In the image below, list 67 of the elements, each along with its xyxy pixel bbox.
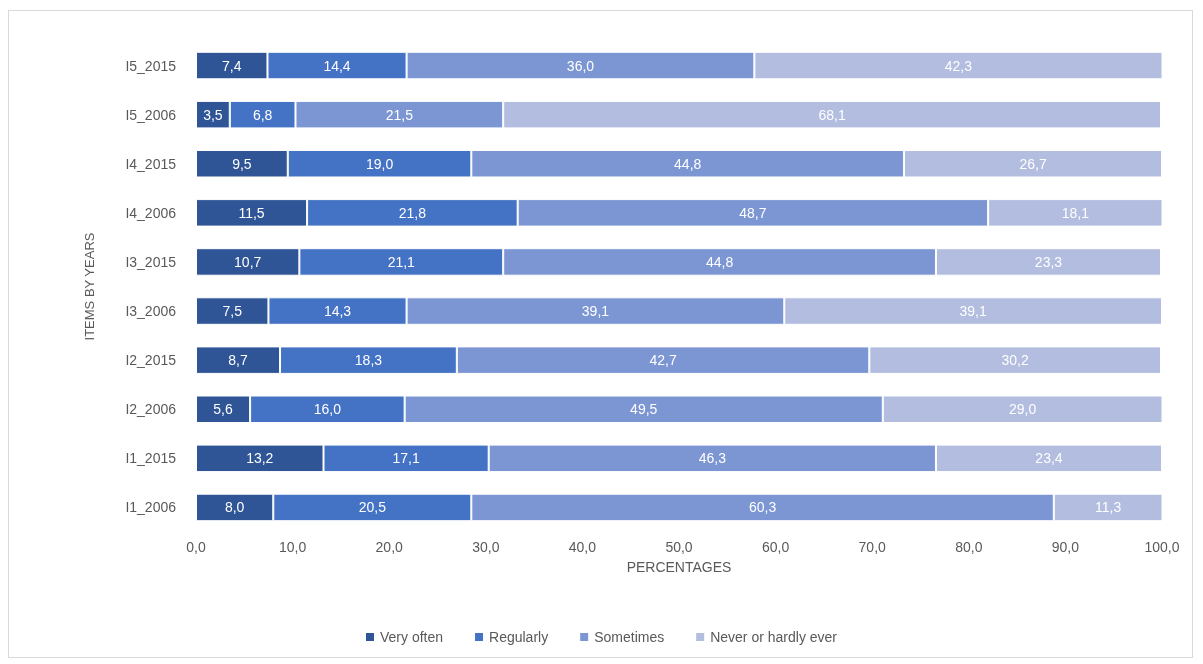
data-label: 7,4 <box>222 57 242 74</box>
data-label: 21,5 <box>385 106 414 123</box>
data-label: 39,1 <box>959 303 987 320</box>
data-label: 23,4 <box>1035 450 1063 467</box>
data-label: 18,1 <box>1061 204 1090 221</box>
x-tick-label: 20,0 <box>375 539 404 555</box>
x-tick-label: 70,0 <box>858 539 887 555</box>
legend-label: Sometimes <box>594 629 665 645</box>
legend-label: Never or hardly ever <box>710 629 838 645</box>
data-label: 68,1 <box>818 106 846 123</box>
data-label: 26,7 <box>1019 155 1047 172</box>
data-label: 46,3 <box>698 450 727 467</box>
data-label: 7,5 <box>222 303 243 320</box>
data-label: 20,5 <box>358 499 387 516</box>
data-label: 23,3 <box>1034 253 1063 270</box>
data-label: 19,0 <box>365 155 394 172</box>
y-tick-label: I1_2015 <box>125 450 177 467</box>
data-label: 8,7 <box>228 352 248 369</box>
data-label: 49,5 <box>630 401 658 418</box>
x-tick-label: 90,0 <box>1051 539 1080 555</box>
data-label: 36,0 <box>566 57 595 74</box>
y-tick-label: I3_2006 <box>125 303 177 320</box>
x-tick-label: 40,0 <box>568 539 597 555</box>
data-label: 18,3 <box>354 352 383 369</box>
y-tick-label: I4_2006 <box>125 204 177 221</box>
data-label: 44,8 <box>705 253 734 270</box>
data-label: 48,7 <box>739 204 767 221</box>
y-tick-label: I4_2015 <box>125 155 177 172</box>
y-tick-label: I2_2015 <box>125 352 177 369</box>
x-tick-label: 80,0 <box>955 539 983 555</box>
data-label: 14,4 <box>323 57 351 74</box>
data-label: 11,5 <box>238 204 265 221</box>
data-label: 5,6 <box>213 401 233 418</box>
x-tick-label: 100,0 <box>1144 539 1180 555</box>
data-label: 3,5 <box>203 106 223 123</box>
data-label: 21,8 <box>398 204 427 221</box>
x-tick-label: 60,0 <box>761 539 790 555</box>
data-label: 13,2 <box>246 450 274 467</box>
x-tick-label: 0,0 <box>186 539 206 555</box>
y-axis-title: ITEMS BY YEARS <box>82 232 97 341</box>
legend-label: Regularly <box>489 629 549 645</box>
data-label: 39,1 <box>581 303 610 320</box>
y-tick-label: I5_2006 <box>125 106 177 123</box>
data-label: 29,0 <box>1009 401 1037 418</box>
data-label: 42,3 <box>944 57 973 74</box>
data-label: 10,7 <box>234 253 262 270</box>
x-axis-title: PERCENTAGES <box>626 559 732 575</box>
data-label: 30,2 <box>1001 352 1029 369</box>
data-label: 6,8 <box>252 106 273 123</box>
data-label: 11,3 <box>1095 499 1122 516</box>
data-label: 9,5 <box>232 155 252 172</box>
data-label: 16,0 <box>313 401 342 418</box>
data-label: 60,3 <box>748 499 777 516</box>
data-label: 44,8 <box>674 155 702 172</box>
data-label: 21,1 <box>387 253 416 270</box>
y-tick-label: I1_2006 <box>125 499 177 516</box>
data-label: 8,0 <box>224 499 245 516</box>
x-tick-label: 30,0 <box>472 539 500 555</box>
x-tick-label: 50,0 <box>665 539 693 555</box>
y-tick-label: I2_2006 <box>125 401 177 418</box>
data-label: 42,7 <box>649 352 677 369</box>
y-tick-label: I3_2015 <box>125 253 177 270</box>
data-label: 14,3 <box>323 303 352 320</box>
x-tick-label: 10,0 <box>278 539 307 555</box>
legend-label: Very often <box>379 629 444 645</box>
data-label: 17,1 <box>392 450 420 467</box>
y-tick-label: I5_2015 <box>125 57 177 74</box>
